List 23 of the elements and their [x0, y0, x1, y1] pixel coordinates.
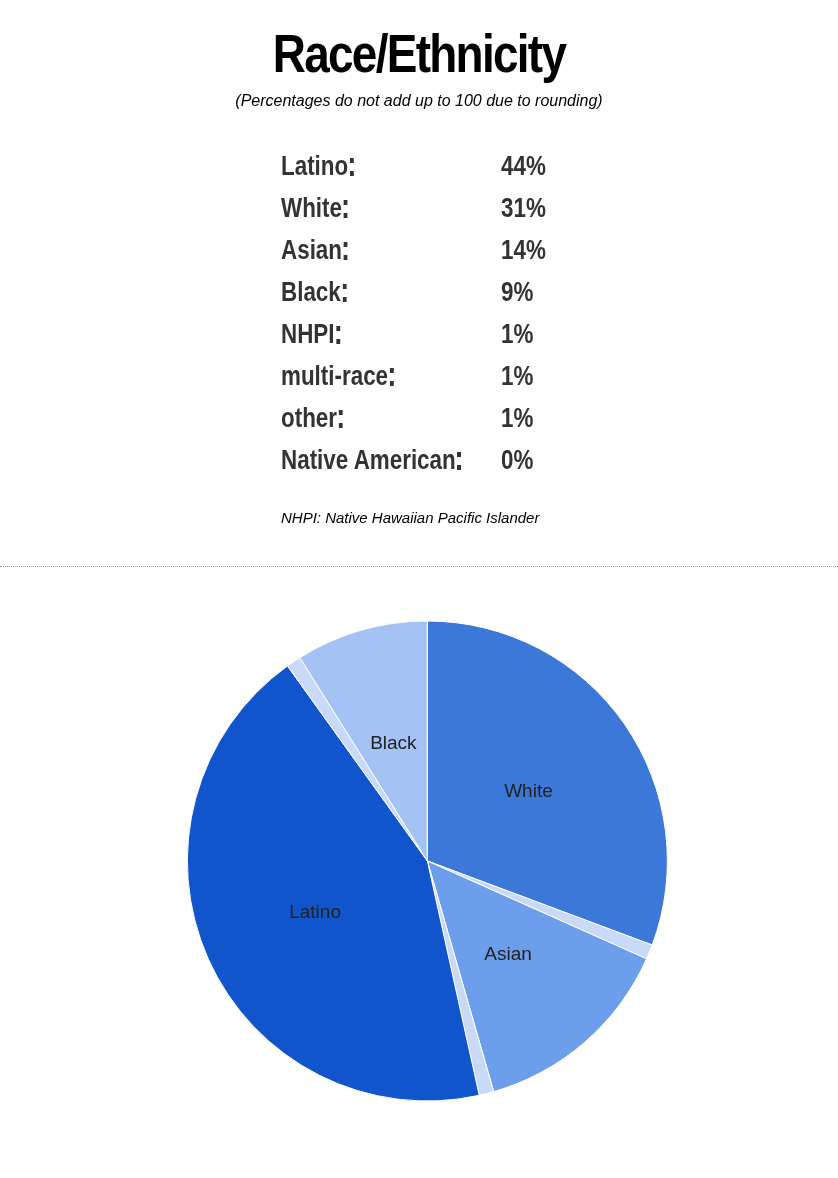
text: 0% — [501, 444, 534, 475]
text: 1% — [501, 360, 534, 391]
text: 31% — [501, 192, 546, 223]
text: 1% — [501, 402, 534, 433]
text: 1% — [501, 318, 534, 349]
category-label: multi-race — [281, 360, 389, 391]
category-label: Native American — [281, 444, 456, 475]
slice-label: White — [504, 780, 553, 802]
category-label: Asian — [281, 234, 342, 265]
text: 9% — [501, 276, 534, 307]
category-label: Latino — [281, 150, 349, 181]
text: NHPI: Native Hawaiian Pacific Islander — [281, 509, 540, 526]
slice-label: Asian — [484, 943, 532, 965]
text: 44% — [501, 150, 546, 181]
category-label: White — [281, 192, 342, 223]
slice-label: Black — [370, 732, 418, 754]
category-label: other — [281, 402, 337, 433]
slice-label: Latino — [289, 900, 341, 922]
category-label: Black — [281, 276, 341, 307]
text: 14% — [501, 234, 546, 265]
text: (Percentages do not add up to 100 due to rounding) — [234, 92, 604, 110]
text: Race/Ethnicity — [271, 22, 568, 84]
category-label: NHPI — [281, 318, 335, 349]
